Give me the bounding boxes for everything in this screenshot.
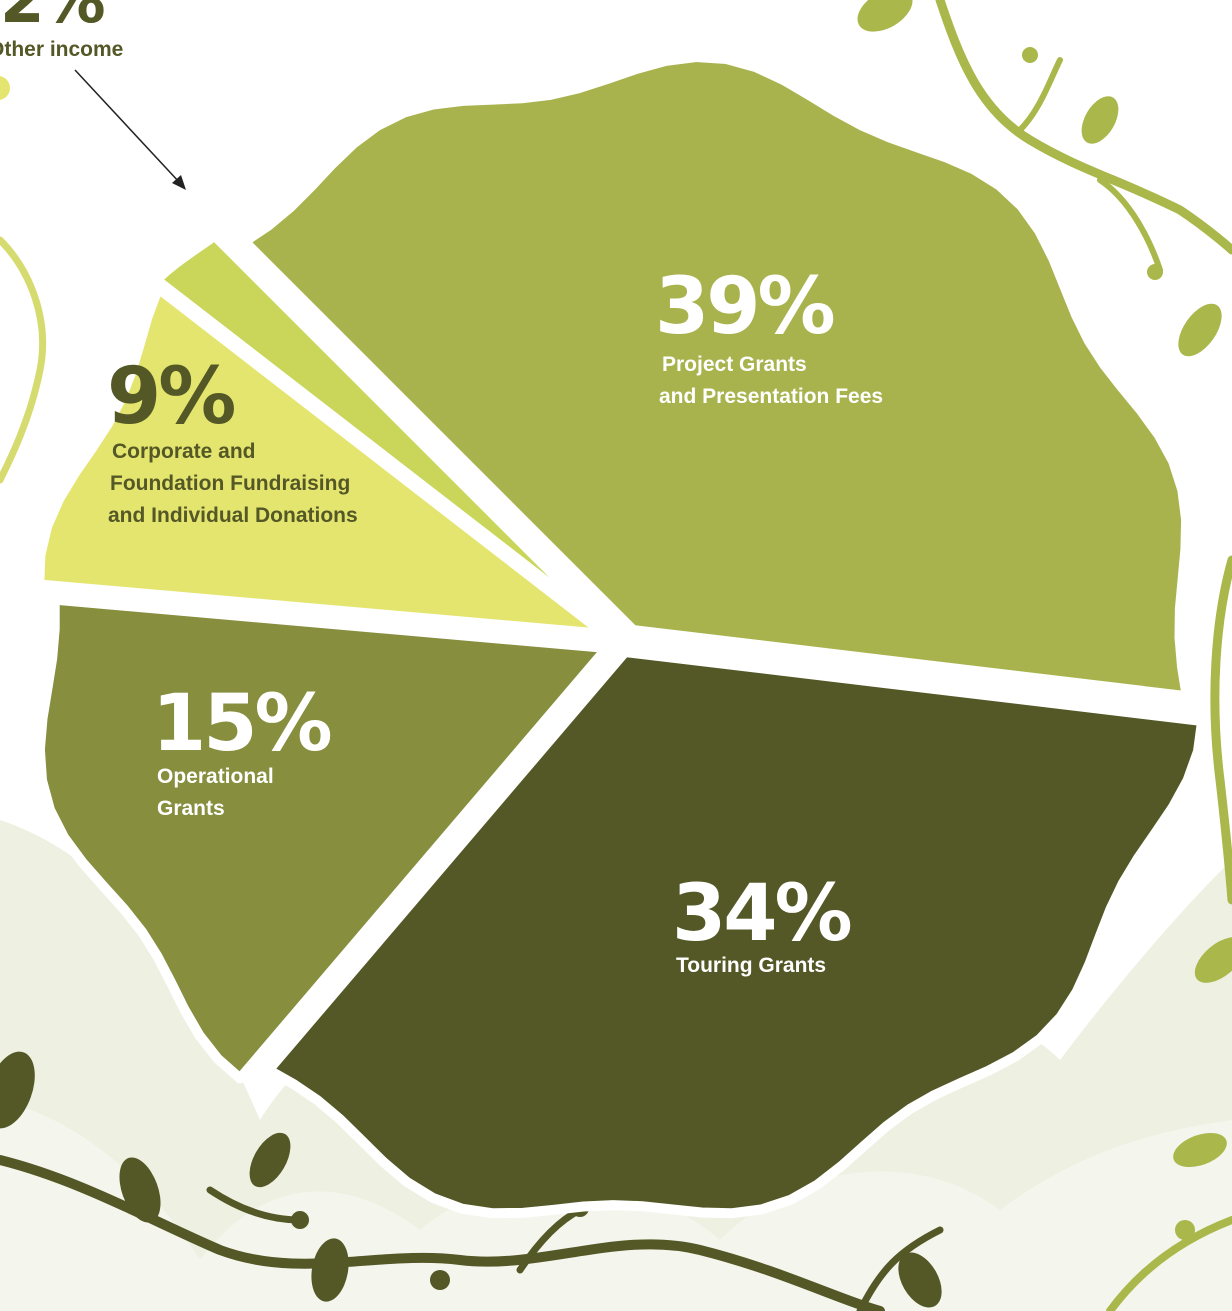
pie-slice-touring bbox=[263, 647, 1208, 1219]
slice-labels: 39% Project Grants and Presentation Fees… bbox=[107, 262, 883, 977]
vine-bottom-right bbox=[856, 1226, 944, 1311]
percent-label-project: 39% bbox=[655, 262, 834, 352]
pie-slice-other bbox=[151, 230, 614, 635]
label-touring-grants: 34% Touring Grants bbox=[672, 869, 854, 977]
slice-label-operational-line-1: Operational bbox=[157, 765, 274, 788]
leaf bbox=[311, 1238, 349, 1302]
leaf bbox=[1194, 937, 1232, 983]
callout-percent: 2% bbox=[0, 0, 105, 38]
percent-label-corporate: 9% bbox=[107, 352, 234, 442]
slice-label-corporate-line-3: and Individual Donations bbox=[108, 504, 358, 527]
callout-label: Other income bbox=[0, 38, 123, 61]
slice-label-corporate-line-1: Corporate and bbox=[112, 440, 256, 463]
leaf bbox=[249, 1132, 291, 1188]
berry bbox=[1147, 264, 1163, 280]
leaf bbox=[0, 1051, 35, 1129]
percent-label-operational: 15% bbox=[152, 679, 331, 769]
vine-top-right bbox=[935, 0, 1232, 255]
percent-label-touring: 34% bbox=[672, 869, 851, 959]
callout-arrow-line bbox=[74, 69, 181, 184]
callout-arrow-head bbox=[172, 175, 186, 190]
vine-left bbox=[0, 236, 47, 484]
pie-slices bbox=[34, 52, 1208, 1219]
leaf bbox=[1081, 96, 1119, 144]
pie-slice-corporate bbox=[34, 283, 610, 639]
other-income-callout: 2% Other income bbox=[0, 0, 186, 190]
berry bbox=[0, 76, 10, 100]
berry bbox=[291, 1211, 309, 1229]
pie-slice-project bbox=[239, 52, 1192, 702]
berry bbox=[430, 1270, 450, 1290]
vine-top-right-branch-2 bbox=[1097, 177, 1163, 273]
label-corporate-donations: 9% Corporate and Foundation Fundraising … bbox=[107, 352, 358, 527]
vine-top-right-branch bbox=[1017, 57, 1063, 133]
slice-label-touring-line-1: Touring Grants bbox=[676, 954, 826, 977]
leaf bbox=[119, 1157, 161, 1223]
vine-right-mid bbox=[1210, 555, 1232, 905]
slice-label-project-line-1: Project Grants bbox=[662, 353, 807, 376]
berry bbox=[1022, 47, 1038, 63]
slice-label-project-line-2: and Presentation Fees bbox=[659, 385, 883, 408]
vine-bottom-branch bbox=[206, 1186, 304, 1224]
vine-bottom-right-light bbox=[1106, 1216, 1232, 1311]
leaf bbox=[1178, 303, 1222, 357]
leaf bbox=[1173, 1132, 1227, 1168]
slice-label-operational-line-2: Grants bbox=[157, 797, 225, 820]
leaf bbox=[857, 0, 913, 32]
berry bbox=[1175, 1220, 1195, 1240]
label-project-grants: 39% Project Grants and Presentation Fees bbox=[655, 262, 883, 408]
leaf bbox=[898, 1252, 942, 1308]
slice-label-corporate-line-2: Foundation Fundraising bbox=[110, 472, 350, 495]
label-operational-grants: 15% Operational Grants bbox=[152, 679, 334, 820]
pie-slice-operational bbox=[34, 594, 612, 1084]
